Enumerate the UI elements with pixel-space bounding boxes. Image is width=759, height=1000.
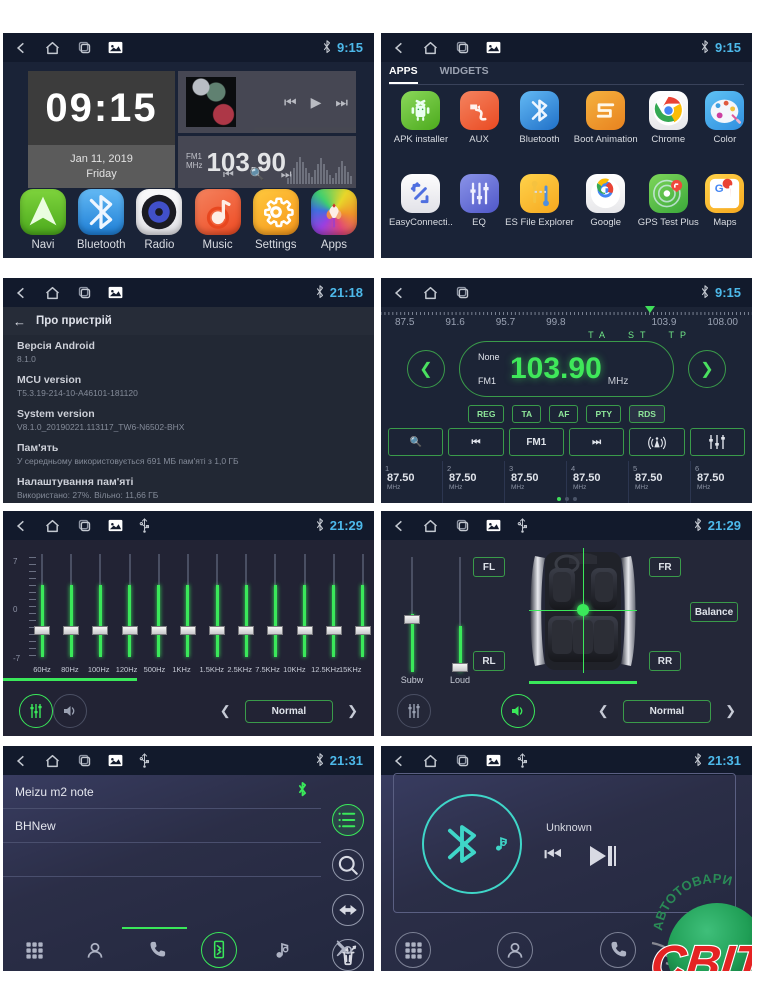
svg-text:СВІТ: СВІТ <box>649 936 752 971</box>
svg-text:G: G <box>715 183 724 195</box>
